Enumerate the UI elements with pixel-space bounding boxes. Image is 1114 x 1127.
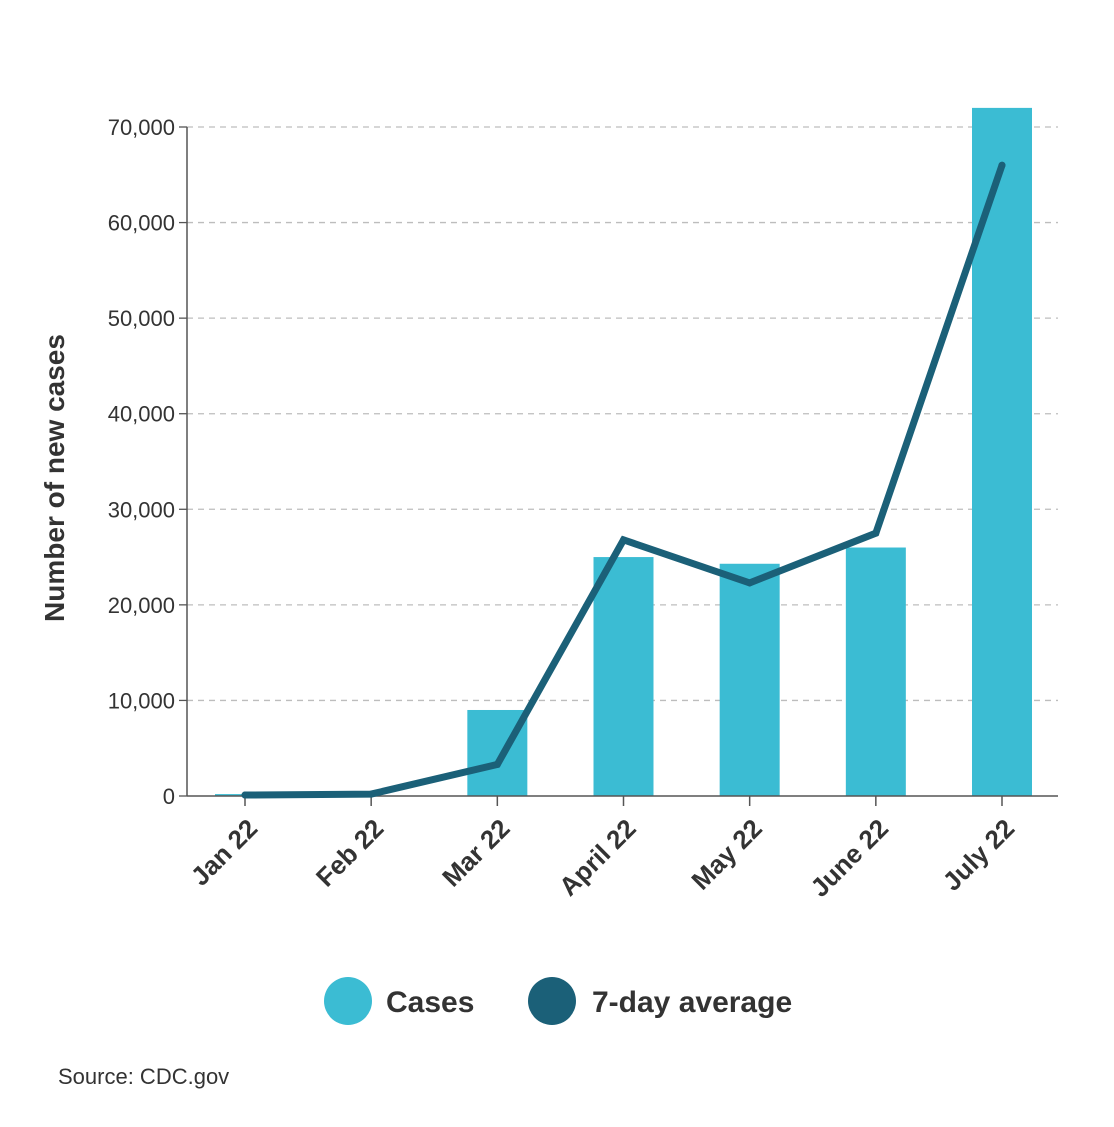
line-point-7-day-average [746,579,754,587]
y-tick-label: 50,000 [108,306,175,331]
source-note: Source: CDC.gov [58,1064,229,1089]
legend: Cases 7-day average [324,977,792,1025]
line-point-7-day-average [367,790,375,798]
line-point-7-day-average [872,529,880,537]
y-tick-label: 70,000 [108,115,175,140]
gridlines [179,126,1058,797]
x-tick-label: May 22 [685,813,768,896]
legend-swatch-7-day-average [528,977,576,1025]
bar-cases [719,563,780,796]
y-tick-label: 40,000 [108,402,175,427]
x-tick-label: April 22 [553,813,642,902]
y-tick-label: 0 [163,784,175,809]
legend-swatch-cases [324,977,372,1025]
x-tick-label: July 22 [937,813,1021,897]
bar-cases [593,557,654,796]
y-axis-tick-labels: 0 10,000 20,000 30,000 40,000 50,000 60,000 70,… [108,115,175,809]
line-point-7-day-average [493,760,501,768]
x-tick-label: Jan 22 [185,813,263,891]
y-tick-label: 10,000 [108,688,175,713]
bar-cases [972,107,1032,796]
y-tick-label: 20,000 [108,593,175,618]
line-point-7-day-average [241,791,249,799]
y-axis-title: Number of new cases [39,334,70,622]
y-tick-label: 30,000 [108,497,175,522]
x-tick-label: Feb 22 [310,813,389,892]
bar-cases [845,547,906,796]
legend-label-7-day-average: 7-day average [592,986,792,1019]
x-axis-tick-labels: Jan 22 Feb 22 Mar 22 April 22 May 22 June 22 J… [185,813,1020,903]
line-point-7-day-average [998,161,1006,169]
legend-label-cases: Cases [386,986,474,1019]
x-tick-label: Mar 22 [436,813,515,892]
line-7-day-average [241,161,1006,799]
y-tick-label: 60,000 [108,211,175,236]
line-point-7-day-average [620,536,627,544]
bars-cases [215,107,1032,796]
x-tick-label: June 22 [804,813,894,903]
